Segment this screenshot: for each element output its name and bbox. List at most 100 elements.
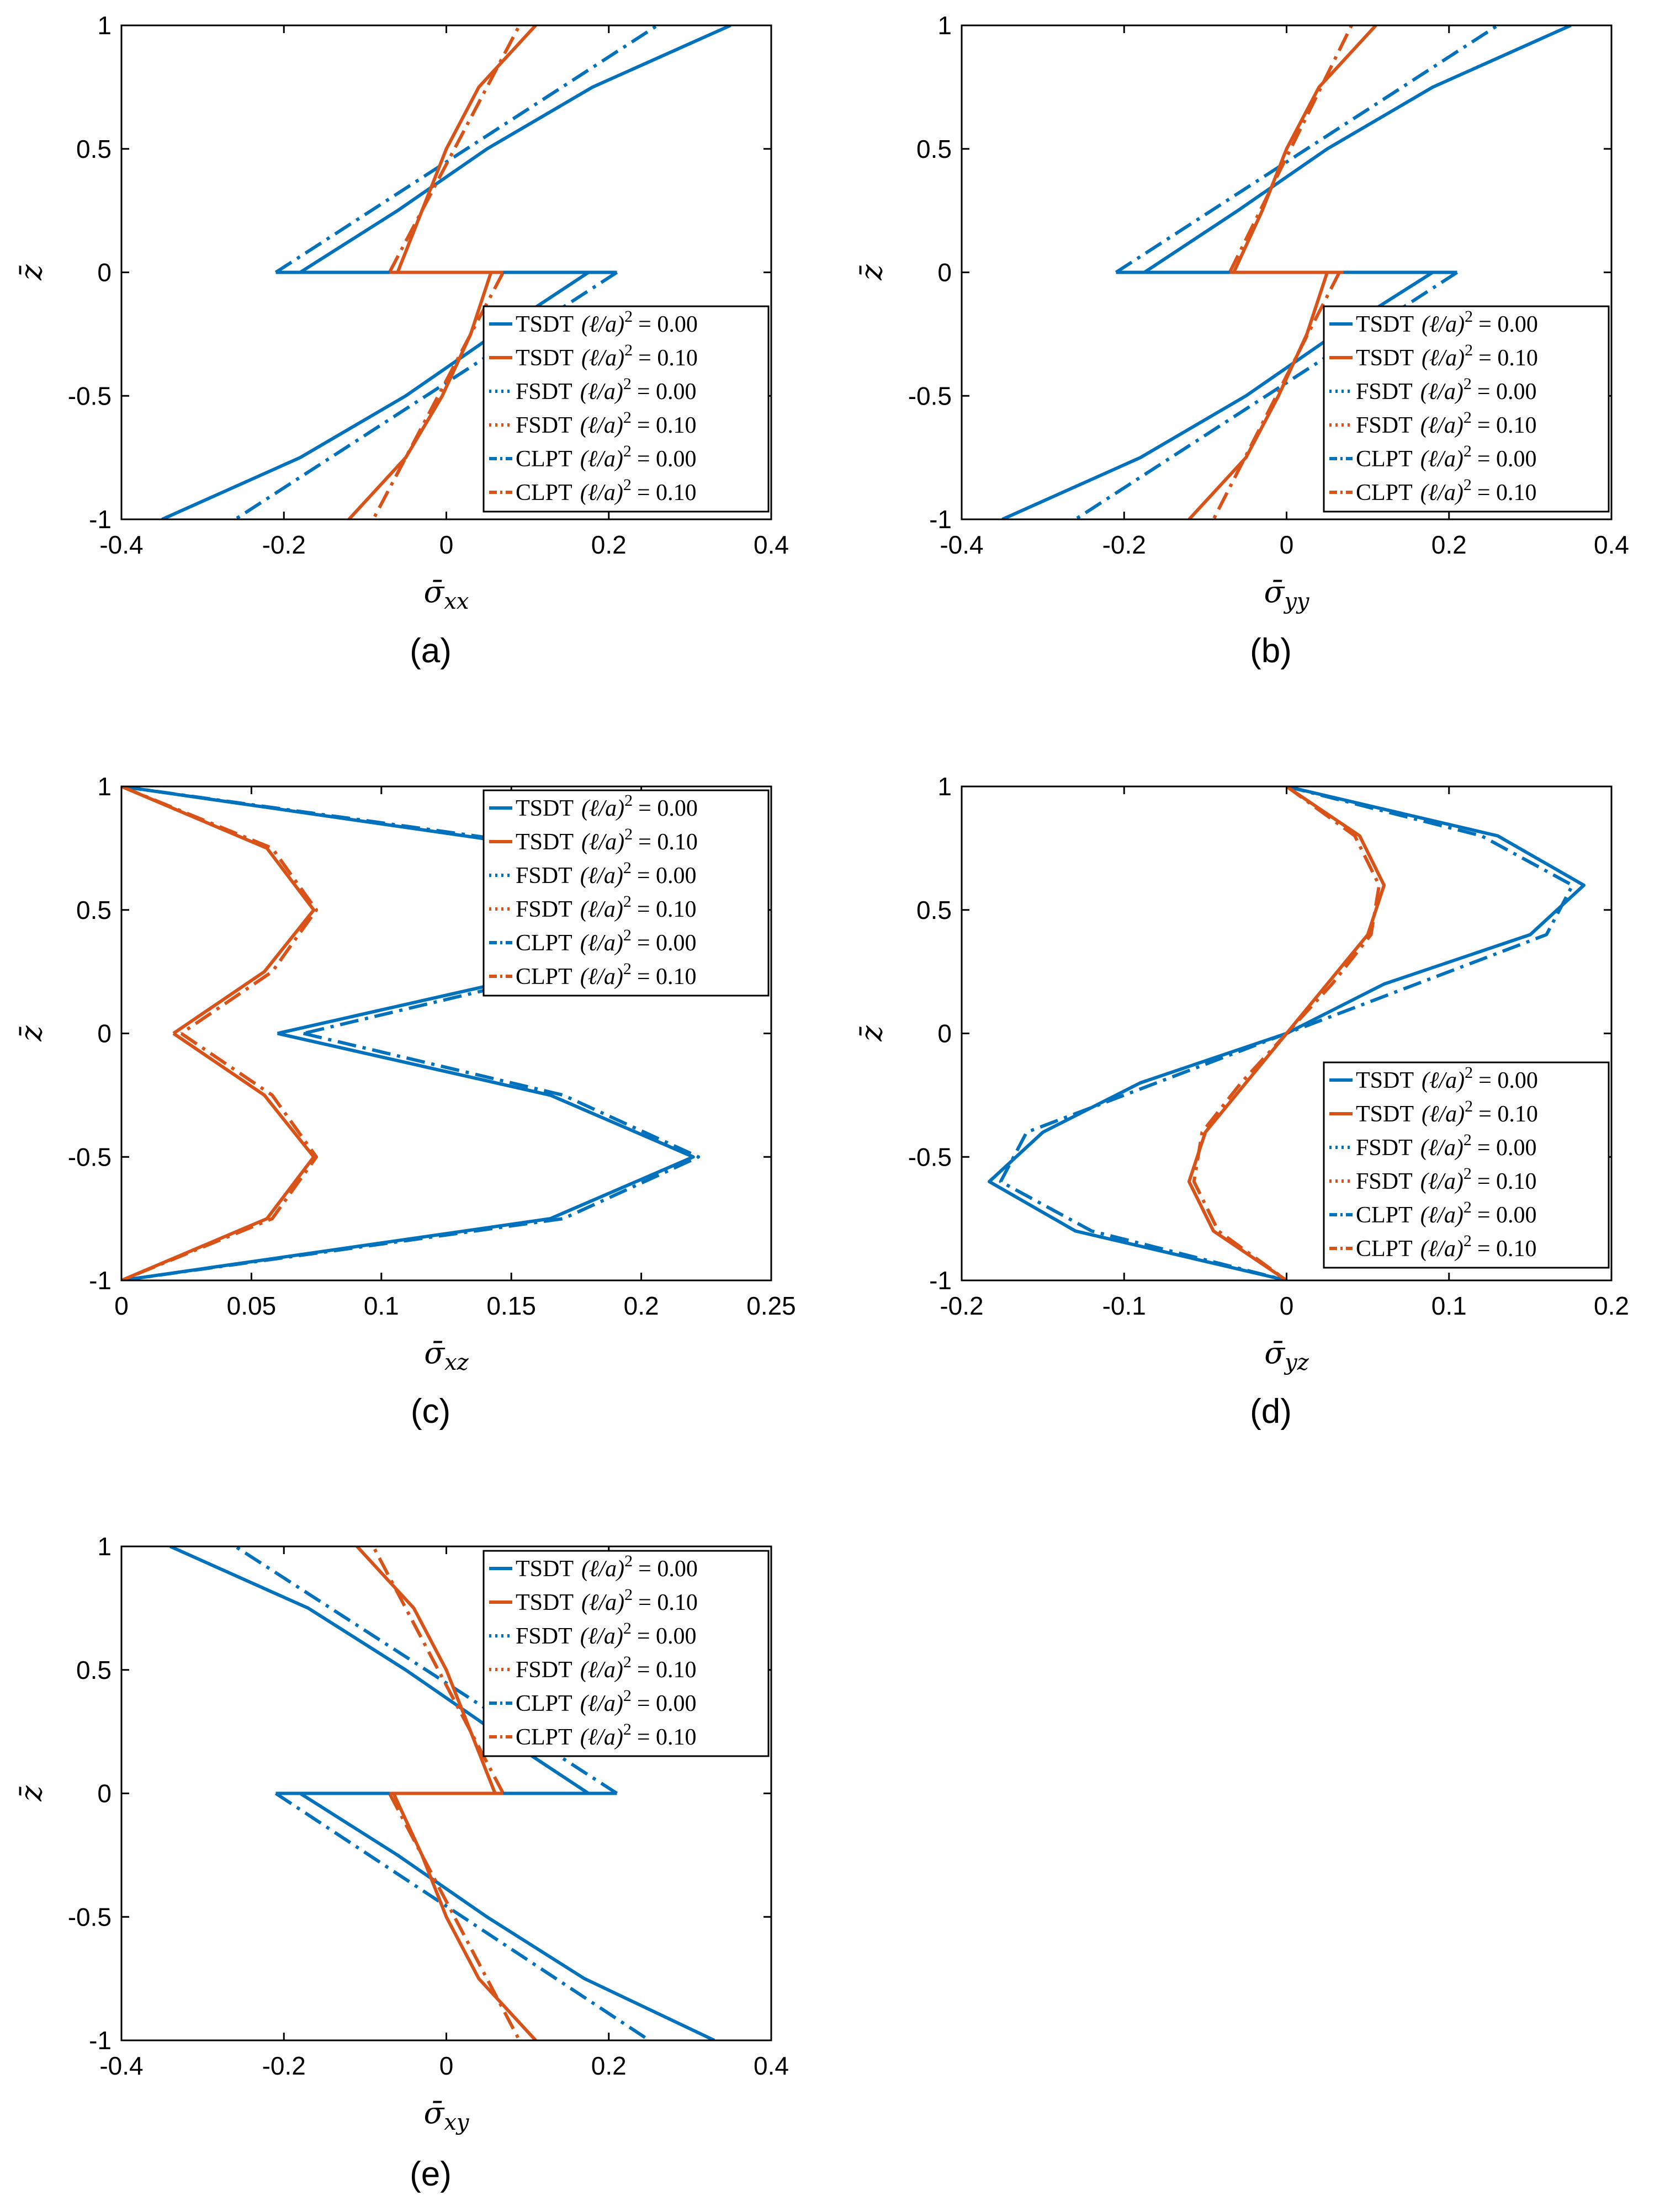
x-tick-label: 0.4: [1594, 530, 1629, 559]
x-tick-label: 0.25: [746, 1291, 796, 1320]
y-tick-label: 1: [97, 11, 112, 40]
x-tick-label: -0.4: [99, 2051, 143, 2080]
legend-sup: 2: [1463, 1198, 1472, 1216]
legend-label: FSDT (ℓ/a)2 = 0.00: [1356, 375, 1537, 405]
y-tick-label: 0.5: [76, 1656, 112, 1684]
series-group: [988, 786, 1586, 1280]
legend-sup: 2: [624, 791, 633, 810]
legend-sup: 2: [1463, 375, 1472, 393]
x-tick-label: 0.2: [1594, 1291, 1629, 1320]
legend-param: (ℓ/a): [1420, 1203, 1463, 1228]
legend-method: CLPT: [1356, 446, 1413, 472]
legend-method: TSDT: [1356, 345, 1414, 371]
y-tick-label: 0.5: [916, 896, 952, 924]
series-line: [121, 786, 316, 1035]
legend-method: TSDT: [1356, 312, 1414, 337]
legend-value: = 0.00: [638, 1556, 698, 1582]
legend-label: TSDT (ℓ/a)2 = 0.00: [516, 1552, 698, 1582]
legend-param: (ℓ/a): [581, 1556, 624, 1582]
legend-value: = 0.10: [1477, 1169, 1537, 1194]
legend-label: CLPT (ℓ/a)2 = 0.10: [1356, 476, 1537, 506]
legend-method: TSDT: [516, 312, 574, 337]
y-axis-label: z̄: [854, 1025, 889, 1042]
legend-param: (ℓ/a): [580, 1657, 623, 1683]
legend-sup: 2: [623, 1619, 632, 1637]
legend-box: [482, 1550, 770, 1757]
legend-label: TSDT (ℓ/a)2 = 0.00: [516, 791, 698, 821]
legend-value: = 0.00: [1478, 1068, 1538, 1093]
series-line: [121, 1032, 316, 1280]
series-line: [121, 786, 701, 1035]
legend-sup: 2: [1463, 442, 1472, 460]
panel-caption: (a): [410, 632, 452, 670]
legend-sup: 2: [623, 892, 632, 911]
y-tick-label: 1: [937, 772, 952, 801]
x-tick-label: 0.1: [1431, 1291, 1467, 1320]
legend-label: CLPT (ℓ/a)2 = 0.00: [516, 442, 697, 472]
legend-value: = 0.00: [638, 312, 698, 337]
legend-label: FSDT (ℓ/a)2 = 0.00: [516, 859, 697, 889]
y-tick-label: 1: [937, 11, 952, 40]
x-axis-label-base: σ̄: [1264, 575, 1285, 609]
legend-method: CLPT: [516, 1725, 572, 1750]
legend-method: FSDT: [1356, 413, 1413, 438]
legend-value: = 0.10: [637, 413, 697, 438]
y-tick-label: 0.5: [76, 135, 112, 163]
legend-sup: 2: [1465, 341, 1473, 359]
x-tick-label: 0.4: [754, 2051, 789, 2080]
legend-label: TSDT (ℓ/a)2 = 0.10: [1356, 341, 1538, 371]
legend-value: = 0.10: [637, 897, 697, 922]
y-tick-label: -1: [89, 1266, 112, 1295]
y-tick-label: -1: [89, 2026, 112, 2055]
legend-method: CLPT: [516, 964, 572, 990]
legend-label: CLPT (ℓ/a)2 = 0.00: [1356, 442, 1537, 472]
x-axis-label-base: σ̄: [423, 2096, 445, 2130]
legend-value: = 0.10: [638, 830, 698, 855]
legend-label: FSDT (ℓ/a)2 = 0.10: [516, 892, 697, 922]
legend-value: = 0.00: [1477, 379, 1537, 405]
legend-method: CLPT: [516, 446, 572, 472]
legend-label: FSDT (ℓ/a)2 = 0.10: [1356, 408, 1537, 438]
legend-label: TSDT (ℓ/a)2 = 0.10: [1356, 1097, 1538, 1127]
legend-value: = 0.10: [637, 1725, 697, 1750]
legend-label: TSDT (ℓ/a)2 = 0.00: [1356, 1064, 1538, 1093]
legend-method: FSDT: [516, 897, 572, 922]
x-axis-label-base: σ̄: [424, 1336, 446, 1370]
legend-value: = 0.10: [637, 964, 697, 990]
legend-box: [1323, 1061, 1610, 1269]
legend-sup: 2: [1463, 1165, 1472, 1183]
legend-param: (ℓ/a): [1420, 480, 1463, 506]
legend-param: (ℓ/a): [581, 830, 624, 855]
x-tick-label: 0: [439, 530, 454, 559]
legend-value: = 0.00: [1477, 446, 1537, 472]
legend-value: = 0.10: [1478, 1102, 1538, 1127]
legend-value: = 0.10: [1477, 1236, 1537, 1262]
legend-box: [1323, 305, 1610, 513]
legend-sup: 2: [623, 960, 632, 978]
x-tick-label: -0.4: [99, 530, 143, 559]
legend-method: CLPT: [516, 930, 572, 956]
y-tick-label: -1: [929, 505, 952, 534]
legend-value: = 0.10: [638, 345, 698, 371]
legend-method: CLPT: [516, 480, 572, 506]
legend-value: = 0.00: [638, 796, 698, 821]
panel-caption: (e): [410, 2155, 452, 2193]
legend-method: TSDT: [1356, 1068, 1414, 1093]
legend-sup: 2: [1463, 1232, 1472, 1250]
series-line: [299, 25, 731, 274]
y-tick-label: 0: [937, 258, 952, 287]
legend-label: FSDT (ℓ/a)2 = 0.10: [516, 408, 697, 438]
x-tick-label: 0.2: [591, 530, 627, 559]
legend-method: TSDT: [516, 345, 574, 371]
y-tick-label: -1: [89, 505, 112, 534]
legend-label: CLPT (ℓ/a)2 = 0.10: [1356, 1232, 1537, 1262]
x-tick-label: -0.2: [1102, 530, 1146, 559]
legend-value: = 0.00: [1477, 1203, 1537, 1228]
legend-param: (ℓ/a): [581, 1590, 624, 1615]
y-axis-label: z̄: [854, 264, 889, 281]
legend-label: FSDT (ℓ/a)2 = 0.10: [1356, 1165, 1537, 1194]
series-line: [372, 272, 505, 519]
